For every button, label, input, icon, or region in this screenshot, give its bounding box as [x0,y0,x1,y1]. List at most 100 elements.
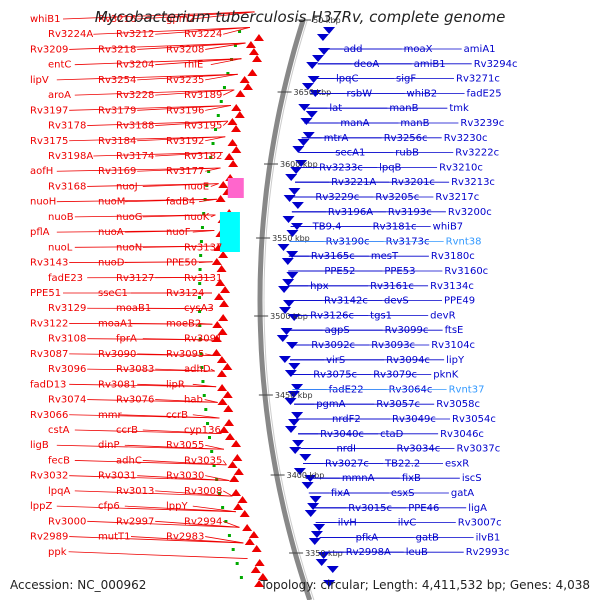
gene-label: sseC1 [98,288,128,299]
gc-mark [227,534,231,537]
gene-label: amiB1 [414,59,446,70]
label-leader-line [205,475,230,481]
label-leader-line [124,444,224,450]
page-title: Mycobacterium tuberculosis H37Rv, comple… [94,8,506,26]
label-leader-line [210,214,216,218]
label-leader-line [198,323,213,325]
gene-label: mmnA [342,473,375,484]
forward-feature [278,356,291,363]
label-leader-line [69,475,230,481]
gene-label: fadE23 [48,273,83,284]
label-leader-line [130,536,244,544]
gene-label: ligA [468,503,487,514]
gene-label: Rv3217c [435,192,479,203]
label-leader-line [69,136,226,142]
feature-track [198,27,339,587]
reverse-feature [214,293,225,300]
forward-feature [323,580,336,587]
gene-label: pfkA [356,532,379,543]
gene-label: moaB1 [116,303,151,314]
gene-label: nuoK [184,212,210,223]
reverse-feature [217,328,228,335]
gene-label: nrdF2 [332,414,361,425]
reverse-feature [224,419,235,426]
gene-label: nuoA [98,227,124,238]
forward-feature [301,482,314,489]
label-leader-line [137,383,217,388]
forward-feature [307,503,320,510]
gene-label: Rv3208 [166,44,204,55]
gc-mark [222,86,226,89]
gene-label: Rv3083 [116,364,154,375]
gene-label: whiB2 [407,88,438,99]
label-leader-line [142,214,216,218]
gene-label: cyp136 [184,425,221,436]
label-leader-line [155,520,240,528]
forward-feature [317,48,330,55]
gene-label: Rv3173c [386,236,430,247]
gene-label: Rv3064c [389,384,433,395]
forward-feature [323,27,336,34]
label-leader-line [62,11,255,20]
label-leader-line [205,42,246,50]
label-leader-line [155,399,218,403]
gc-mark [198,282,202,285]
gene-label: Rv3212 [116,29,154,40]
kbp-label: 50 kbp [313,16,341,25]
gene-label: moaA1 [98,318,133,329]
forward-feature [291,202,304,209]
gene-label: Rv3049c [392,414,436,425]
reverse-feature [235,90,246,97]
gene-label: Rv3142c [324,296,368,307]
forward-feature [297,139,310,146]
forward-feature [292,146,305,153]
gene-label: ilvH [338,518,357,529]
label-leader-line [210,368,215,372]
label-leader-line [222,460,227,466]
gene-label: leuB [406,547,428,558]
gene-label: Rv3007c [458,518,502,529]
gene-label: ccrB [116,425,138,436]
gene-label: Rv3035 [184,455,222,466]
forward-feature [284,398,297,405]
reverse-feature [218,181,229,188]
gene-label: Rv3081 [98,379,136,390]
label-leader-line [223,89,235,96]
label-leader-line [130,323,213,325]
gene-label: lat [329,103,342,114]
gene-label: fadE25 [467,88,502,99]
gc-mark [205,184,209,187]
label-leader-line [210,183,219,187]
gene-label: lipR [166,379,185,390]
gc-mark [202,394,206,397]
gene-label: adhD [184,364,211,375]
gene-label: Rv2989 [30,532,68,543]
gene-label: Rv3196 [166,105,204,116]
label-leader-line [205,136,226,142]
gene-label: Rv2997 [116,516,154,527]
forward-feature [326,566,339,573]
label-leader-line [74,460,227,466]
gene-label: devS [384,296,409,307]
reverse-feature [252,55,263,62]
label-leader-line [222,120,229,126]
reverse-feature [231,104,242,111]
gene-label: Rv3224 [184,29,222,40]
label-leader-line [223,520,240,528]
gene-label: Rv3204 [116,60,154,71]
forward-feature [276,335,289,342]
gene-label: Rv3192 [166,136,204,147]
reverse-feature [218,426,229,433]
reverse-feature [217,384,228,391]
gene-label: fadB4 [166,197,195,208]
gene-label: Rv3099c [385,325,429,336]
forward-feature [308,538,321,545]
gene-label: Rv3096 [48,364,86,375]
gene-label: nrdI [336,444,356,455]
label-leader-line [87,520,240,528]
gene-label: Rv3074 [48,395,86,406]
gene-label: Rv3218 [98,44,136,55]
gene-label: hpx [310,281,329,292]
gene-label: Rv3224A [48,29,93,40]
gene-label: fecB [48,455,70,466]
